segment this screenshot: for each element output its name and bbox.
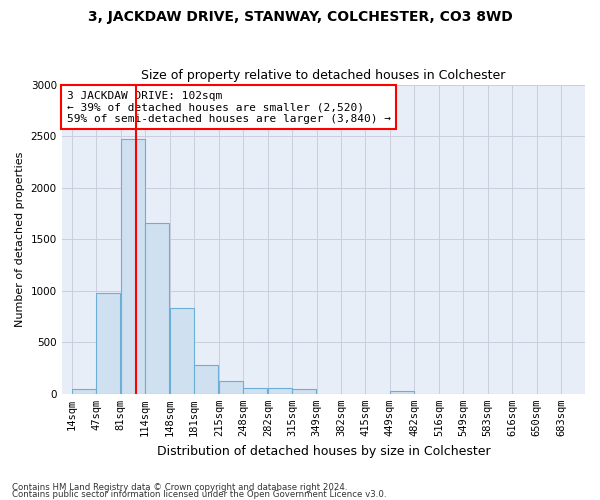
Bar xyxy=(219,382,243,394)
Bar xyxy=(170,308,194,394)
Bar xyxy=(96,293,120,394)
Bar xyxy=(243,388,267,394)
Bar xyxy=(72,388,96,394)
Bar xyxy=(121,139,145,394)
X-axis label: Distribution of detached houses by size in Colchester: Distribution of detached houses by size … xyxy=(157,444,490,458)
Y-axis label: Number of detached properties: Number of detached properties xyxy=(15,152,25,327)
Text: Contains public sector information licensed under the Open Government Licence v3: Contains public sector information licen… xyxy=(12,490,386,499)
Text: Contains HM Land Registry data © Crown copyright and database right 2024.: Contains HM Land Registry data © Crown c… xyxy=(12,484,347,492)
Title: Size of property relative to detached houses in Colchester: Size of property relative to detached ho… xyxy=(141,69,506,82)
Bar xyxy=(292,388,316,394)
Text: 3, JACKDAW DRIVE, STANWAY, COLCHESTER, CO3 8WD: 3, JACKDAW DRIVE, STANWAY, COLCHESTER, C… xyxy=(88,10,512,24)
Bar xyxy=(268,388,292,394)
Bar xyxy=(194,365,218,394)
Bar xyxy=(390,390,414,394)
Bar xyxy=(145,222,169,394)
Text: 3 JACKDAW DRIVE: 102sqm
← 39% of detached houses are smaller (2,520)
59% of semi: 3 JACKDAW DRIVE: 102sqm ← 39% of detache… xyxy=(67,90,391,124)
